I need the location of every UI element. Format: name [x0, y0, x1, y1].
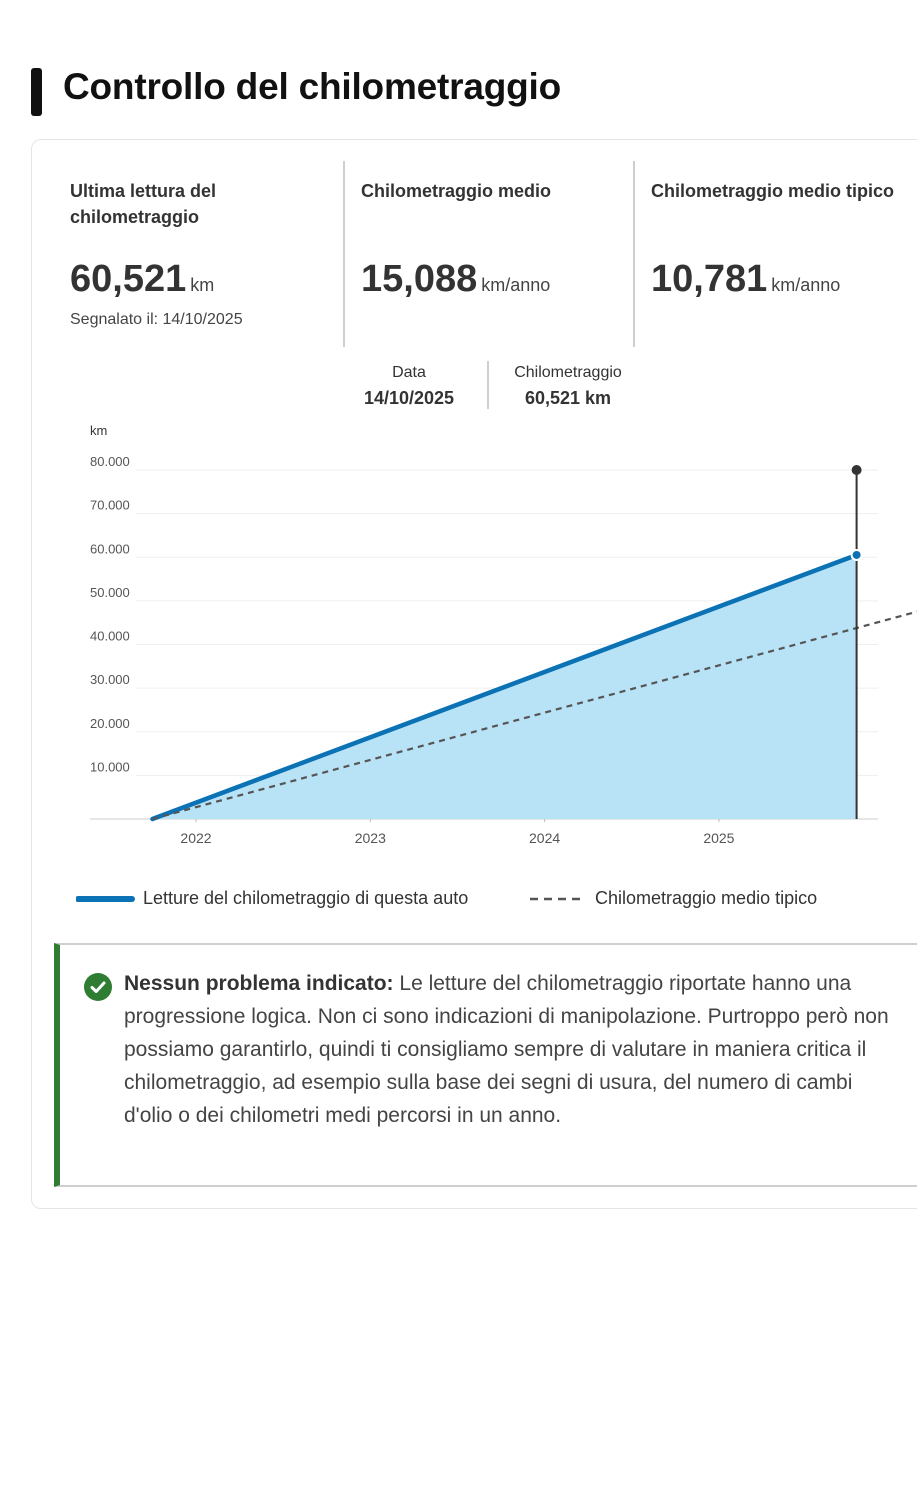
- y-tick-label: 40.000: [90, 629, 130, 644]
- legend-label-mileage: Letture del chilometraggio di questa aut…: [143, 888, 469, 908]
- tooltip-km-value: 60,521 km: [524, 388, 612, 408]
- tooltip-divider: [487, 361, 489, 409]
- stat-average-mileage: Chilometraggio medio 15,088 km/anno: [361, 178, 621, 301]
- stat-unit: km/anno: [481, 275, 551, 295]
- alert-heading: Nessun problema indicato:: [124, 972, 394, 995]
- series-line-typical: [152, 610, 917, 821]
- stat-label: Chilometraggio medio: [361, 181, 552, 201]
- tooltip-date-label: Data: [392, 364, 426, 381]
- x-tick-label: 2025: [703, 830, 734, 846]
- status-alert: Nessun problema indicato: Le letture del…: [54, 943, 917, 1187]
- y-tick-label: 70.000: [90, 498, 130, 513]
- page-title: Controllo del chilometraggio: [63, 66, 562, 107]
- x-tick-label: 2024: [529, 830, 560, 846]
- x-tick-label: 2022: [180, 830, 211, 846]
- y-tick-label: 80.000: [90, 454, 130, 469]
- y-tick-label: 10.000: [90, 759, 130, 774]
- legend-label-typical: Chilometraggio medio tipico: [595, 888, 818, 908]
- check-circle-icon: [84, 973, 112, 1001]
- mileage-chart: km 10.000 20.000 30.000 40.000 50.000 60.000 7…: [90, 423, 917, 846]
- divider: [343, 161, 345, 347]
- y-tick-label: 30.000: [90, 672, 130, 687]
- highlight-point: [852, 550, 861, 559]
- stat-unit: km: [190, 275, 215, 295]
- alert-message: Nessun problema indicato: Le letture del…: [124, 967, 904, 1132]
- stat-label: Ultima lettura del chilometraggio: [70, 181, 217, 227]
- stat-last-reading: Ultima lettura del chilometraggio 60,521…: [70, 178, 330, 329]
- y-tick-label: 60.000: [90, 541, 130, 556]
- title-accent-bar: [31, 68, 42, 116]
- stat-typical-average: Chilometraggio medio tipico 10,781 km/ann…: [651, 178, 917, 301]
- legend-swatch-mileage: [76, 896, 135, 902]
- y-tick-label: 20.000: [90, 716, 130, 731]
- stat-unit: km/anno: [771, 275, 841, 295]
- tooltip-date-value: 14/10/2025: [363, 388, 455, 408]
- stat-value: 60,521: [70, 258, 187, 300]
- stat-label: Chilometraggio medio tipico: [651, 181, 895, 201]
- stat-reported-date: Segnalato il: 14/10/2025: [70, 311, 243, 328]
- x-tick-label: 2023: [355, 830, 386, 846]
- tooltip-km-label: Chilometraggio: [514, 364, 622, 381]
- hover-line-cap: [851, 465, 862, 475]
- y-tick-label: 50.000: [90, 585, 130, 600]
- y-axis-label: km: [90, 423, 107, 438]
- alert-body: Le letture del chilometraggio riportate …: [124, 972, 889, 1127]
- stat-value: 15,088: [361, 258, 478, 300]
- series-line-mileage: [150, 552, 859, 822]
- divider: [633, 161, 635, 347]
- legend-swatch-typical: [530, 897, 586, 901]
- stat-value: 10,781: [651, 258, 768, 300]
